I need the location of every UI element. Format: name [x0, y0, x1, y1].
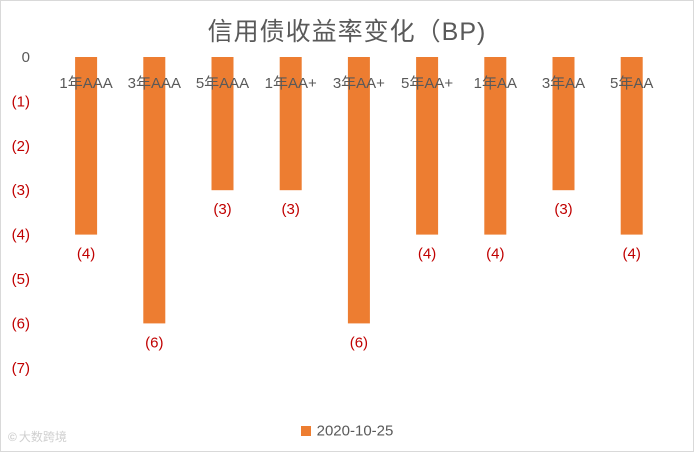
legend: 2020-10-25 [0, 422, 694, 440]
data-label: (4) [418, 246, 436, 263]
x-tick-label: 1年AA+ [265, 75, 317, 92]
x-tick-label: 5年AA+ [401, 75, 453, 92]
x-tick-label: 5年AA [610, 75, 653, 92]
bar [211, 57, 234, 191]
y-tick-label: (5) [12, 271, 30, 288]
data-label: (3) [213, 201, 231, 218]
bar [552, 57, 575, 191]
chart-title: 信用债收益率变化（BP) [207, 18, 487, 46]
data-label: (4) [623, 246, 641, 263]
x-tick-label: 3年AA [542, 75, 585, 92]
bar [416, 57, 439, 235]
x-tick-label: 1年AA [474, 75, 517, 92]
bar [143, 57, 166, 324]
bar [75, 57, 98, 235]
x-tick-label: 1年AAA [59, 75, 112, 92]
bar [620, 57, 643, 235]
bar [484, 57, 507, 235]
data-label: (3) [554, 201, 572, 218]
legend-swatch [300, 426, 311, 437]
y-tick-label: (3) [12, 182, 30, 199]
watermark-icon: © [8, 430, 17, 444]
x-tick-label: 5年AAA [196, 75, 249, 92]
y-tick-label: (1) [12, 93, 30, 110]
data-label: (4) [77, 246, 95, 263]
bar [347, 57, 370, 324]
y-tick-label: (6) [12, 315, 30, 332]
x-tick-label: 3年AA+ [333, 75, 385, 92]
bar [279, 57, 302, 191]
x-tick-label: 3年AAA [128, 75, 181, 92]
legend-label: 2020-10-25 [316, 422, 394, 440]
data-label: (4) [486, 246, 504, 263]
watermark-text: 大数跨境 [18, 430, 67, 444]
data-label: (3) [282, 201, 300, 218]
y-tick-label: (2) [12, 138, 30, 155]
y-axis: 0 (1) (2) (3) (4) (5) (6) (7) [12, 49, 30, 377]
y-tick-label: (7) [12, 360, 30, 377]
watermark: © 大数跨境 [8, 428, 67, 445]
x-axis: 1年AAA 3年AAA 5年AAA 1年AA+ 3年AA+ 5年AA+ 1年AA 3年AA 5年… [59, 75, 653, 92]
y-tick-label: (4) [12, 227, 30, 244]
data-label: (6) [145, 334, 163, 351]
data-labels: (4) (6) (3) (3) (6) (4) (4) (3) (4) [77, 201, 641, 351]
bar-series [75, 57, 643, 324]
data-label: (6) [350, 334, 368, 351]
y-tick-label: 0 [22, 49, 30, 66]
